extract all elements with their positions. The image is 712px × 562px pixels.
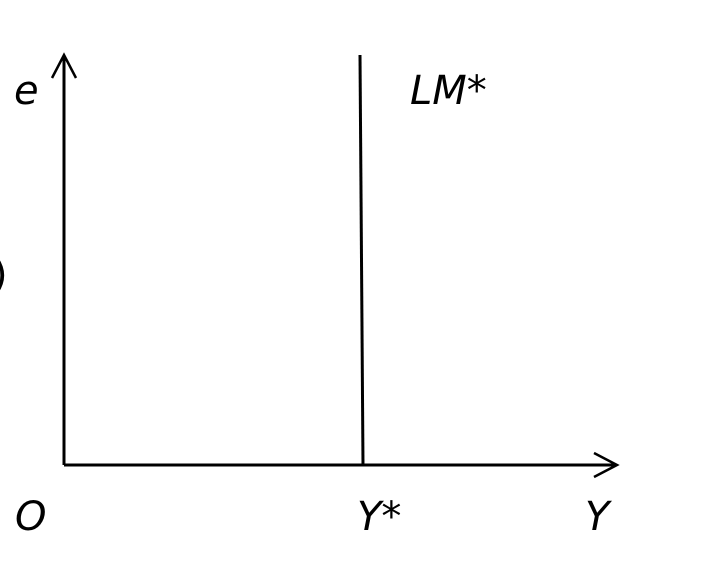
lm-star-curve [358, 54, 365, 466]
equilibrium-label: Y* [357, 494, 401, 540]
x-axis-label: Y [585, 494, 613, 540]
y-axis-arrowhead [50, 52, 78, 79]
x-axis-arrowhead [593, 451, 620, 479]
left-edge-glyph: ) [0, 252, 8, 298]
curve-label: LM* [410, 68, 487, 114]
y-axis-label: e [14, 68, 39, 114]
origin-label: O [15, 494, 46, 540]
